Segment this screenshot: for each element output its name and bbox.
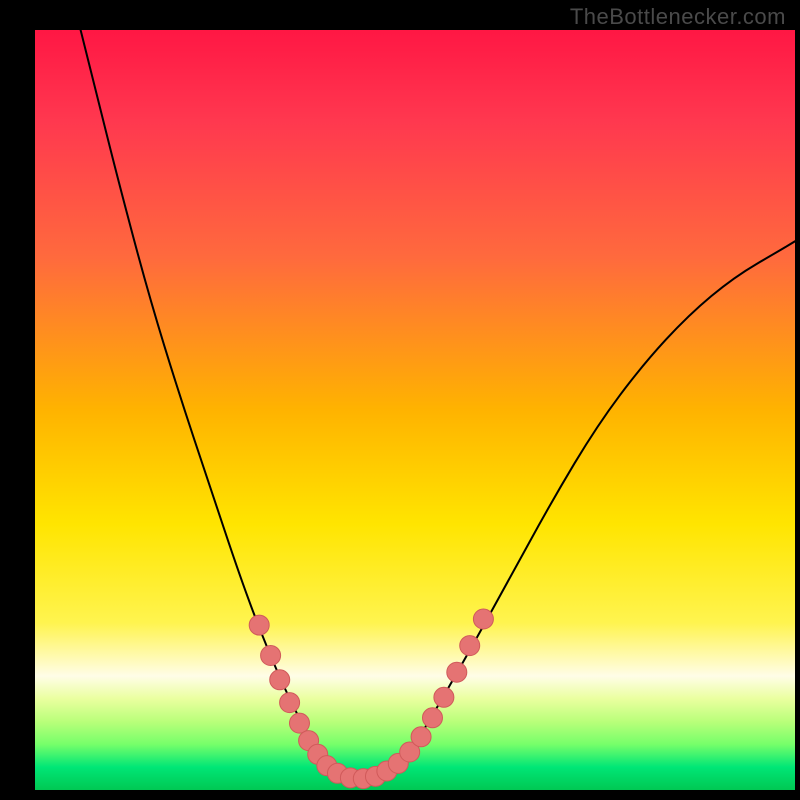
watermark-text: TheBottlenecker.com — [570, 4, 786, 30]
curve-marker — [422, 708, 442, 728]
curve-marker — [473, 609, 493, 629]
curve-marker — [460, 636, 480, 656]
curve-marker — [289, 713, 309, 733]
curve-marker — [434, 687, 454, 707]
chart-background — [35, 30, 795, 790]
curve-marker — [280, 693, 300, 713]
chart-svg — [35, 30, 795, 790]
curve-marker — [270, 670, 290, 690]
curve-marker — [249, 615, 269, 635]
curve-marker — [411, 727, 431, 747]
curve-marker — [261, 645, 281, 665]
curve-marker — [447, 662, 467, 682]
chart-plot-area — [35, 30, 795, 790]
